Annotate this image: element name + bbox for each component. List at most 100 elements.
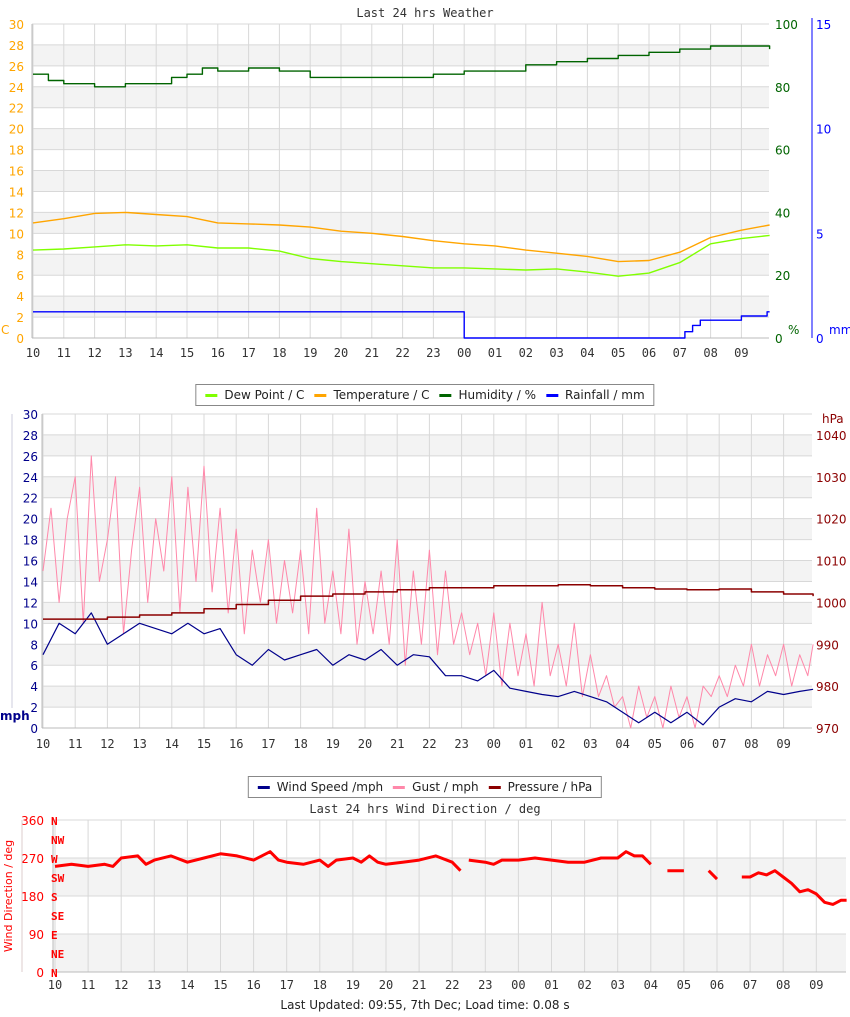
y-left-unit-label: C bbox=[1, 323, 9, 337]
grid-band bbox=[32, 212, 769, 234]
y-left-tick-label: 20 bbox=[9, 123, 24, 137]
y-right-tick-label: 1030 bbox=[816, 471, 847, 485]
y-right-tick-label: 1040 bbox=[816, 429, 847, 443]
wind-direction-trace bbox=[54, 850, 462, 872]
y-right-tick-label: 1010 bbox=[816, 555, 847, 569]
y-left-tick-label: 28 bbox=[23, 429, 38, 443]
x-tick-label: 12 bbox=[100, 737, 114, 751]
x-tick-label: 05 bbox=[677, 978, 691, 992]
x-tick-label: 03 bbox=[583, 737, 597, 751]
y-right2-tick-label: 10 bbox=[816, 123, 831, 137]
x-tick-label: 18 bbox=[313, 978, 327, 992]
grid-band bbox=[32, 86, 769, 108]
legend-swatch bbox=[546, 393, 558, 397]
y-left-tick-label: 18 bbox=[23, 534, 38, 548]
x-tick-label: 12 bbox=[87, 346, 101, 360]
x-tick-label: 01 bbox=[488, 346, 502, 360]
x-tick-label: 15 bbox=[180, 346, 194, 360]
compass-label: N bbox=[51, 967, 58, 980]
x-tick-label: 04 bbox=[644, 978, 658, 992]
legend-swatch bbox=[439, 393, 452, 397]
x-tick-label: 22 bbox=[422, 737, 436, 751]
y-left-tick-label: 8 bbox=[16, 248, 24, 262]
legend-label: Temperature / C bbox=[333, 388, 430, 402]
y-right-unit-label: hPa bbox=[822, 412, 844, 426]
weather-legend: Dew Point / C Temperature / C Humidity /… bbox=[195, 384, 655, 406]
x-tick-label: 23 bbox=[454, 737, 468, 751]
legend-wind-speed: Wind Speed /mph bbox=[257, 780, 383, 794]
y-left-tick-label: 90 bbox=[29, 928, 44, 942]
compass-label: N bbox=[51, 815, 58, 828]
grid-band bbox=[42, 602, 812, 624]
x-tick-label: 06 bbox=[642, 346, 656, 360]
x-tick-label: 02 bbox=[551, 737, 565, 751]
legend-label: Gust / mph bbox=[412, 780, 479, 794]
x-tick-label: 01 bbox=[519, 737, 533, 751]
x-tick-label: 06 bbox=[710, 978, 724, 992]
x-tick-label: 22 bbox=[395, 346, 409, 360]
legend-label: Rainfall / mm bbox=[565, 388, 645, 402]
x-tick-label: 17 bbox=[261, 737, 275, 751]
legend-dew-point: Dew Point / C bbox=[205, 388, 304, 402]
legend-swatch bbox=[393, 785, 406, 789]
x-tick-label: 19 bbox=[326, 737, 340, 751]
humidity-line bbox=[33, 45, 771, 88]
y-left-tick-label: 4 bbox=[16, 290, 24, 304]
y-right-tick-label: 80 bbox=[775, 81, 790, 95]
x-tick-label: 04 bbox=[580, 346, 594, 360]
dew-point-line bbox=[32, 234, 770, 277]
x-tick-label: 07 bbox=[712, 737, 726, 751]
y-right2-unit-label: mm bbox=[829, 323, 850, 337]
y-left-tick-label: 0 bbox=[30, 722, 38, 736]
gust-line bbox=[42, 455, 814, 729]
y-left-tick-label: 360 bbox=[21, 814, 44, 828]
rainfall-line bbox=[33, 311, 770, 339]
compass-label: NE bbox=[51, 948, 64, 961]
y-left-tick-label: 28 bbox=[9, 39, 24, 53]
x-tick-label: 08 bbox=[744, 737, 758, 751]
grid-band bbox=[53, 858, 846, 896]
y-right-tick-label: 990 bbox=[816, 638, 839, 652]
x-tick-label: 20 bbox=[334, 346, 348, 360]
grid-band bbox=[42, 560, 812, 582]
grid-band bbox=[42, 518, 812, 540]
legend-swatch bbox=[257, 785, 270, 789]
y-right-tick-label: 0 bbox=[775, 332, 783, 346]
y-left-tick-label: 14 bbox=[9, 185, 24, 199]
x-tick-label: 17 bbox=[279, 978, 293, 992]
x-tick-label: 07 bbox=[743, 978, 757, 992]
x-tick-label: 21 bbox=[412, 978, 426, 992]
x-tick-label: 00 bbox=[487, 737, 501, 751]
legend-humidity: Humidity / % bbox=[439, 388, 536, 402]
y-right2-tick-label: 15 bbox=[816, 18, 831, 32]
wind-legend: Wind Speed /mph Gust / mph Pressure / hP… bbox=[247, 776, 603, 798]
x-tick-label: 11 bbox=[68, 737, 82, 751]
y-left-tick-label: 26 bbox=[23, 450, 38, 464]
grid-band bbox=[42, 644, 812, 666]
x-tick-label: 11 bbox=[81, 978, 95, 992]
x-tick-label: 03 bbox=[549, 346, 563, 360]
y-left-tick-label: 14 bbox=[23, 575, 38, 589]
compass-label: E bbox=[51, 929, 58, 942]
x-tick-label: 19 bbox=[303, 346, 317, 360]
pressure-line bbox=[43, 584, 814, 620]
x-tick-label: 16 bbox=[246, 978, 260, 992]
x-tick-label: 12 bbox=[114, 978, 128, 992]
wind-direction-trace bbox=[707, 869, 719, 881]
x-tick-label: 14 bbox=[180, 978, 194, 992]
y-left-unit-label: mph bbox=[0, 709, 30, 723]
y-left-tick-label: 24 bbox=[9, 81, 24, 95]
legend-gust: Gust / mph bbox=[393, 780, 479, 794]
legend-label: Pressure / hPa bbox=[507, 780, 593, 794]
x-tick-label: 20 bbox=[379, 978, 393, 992]
y-left-tick-label: 6 bbox=[30, 659, 38, 673]
y-right-tick-label: 40 bbox=[775, 206, 790, 220]
legend-swatch bbox=[314, 393, 327, 397]
x-tick-label: 17 bbox=[241, 346, 255, 360]
grid-band bbox=[42, 686, 812, 708]
compass-label: NW bbox=[51, 834, 65, 847]
x-tick-label: 22 bbox=[445, 978, 459, 992]
y-right-unit-label: % bbox=[788, 323, 799, 337]
y-left-tick-label: 2 bbox=[30, 701, 38, 715]
grid-band bbox=[42, 434, 812, 456]
